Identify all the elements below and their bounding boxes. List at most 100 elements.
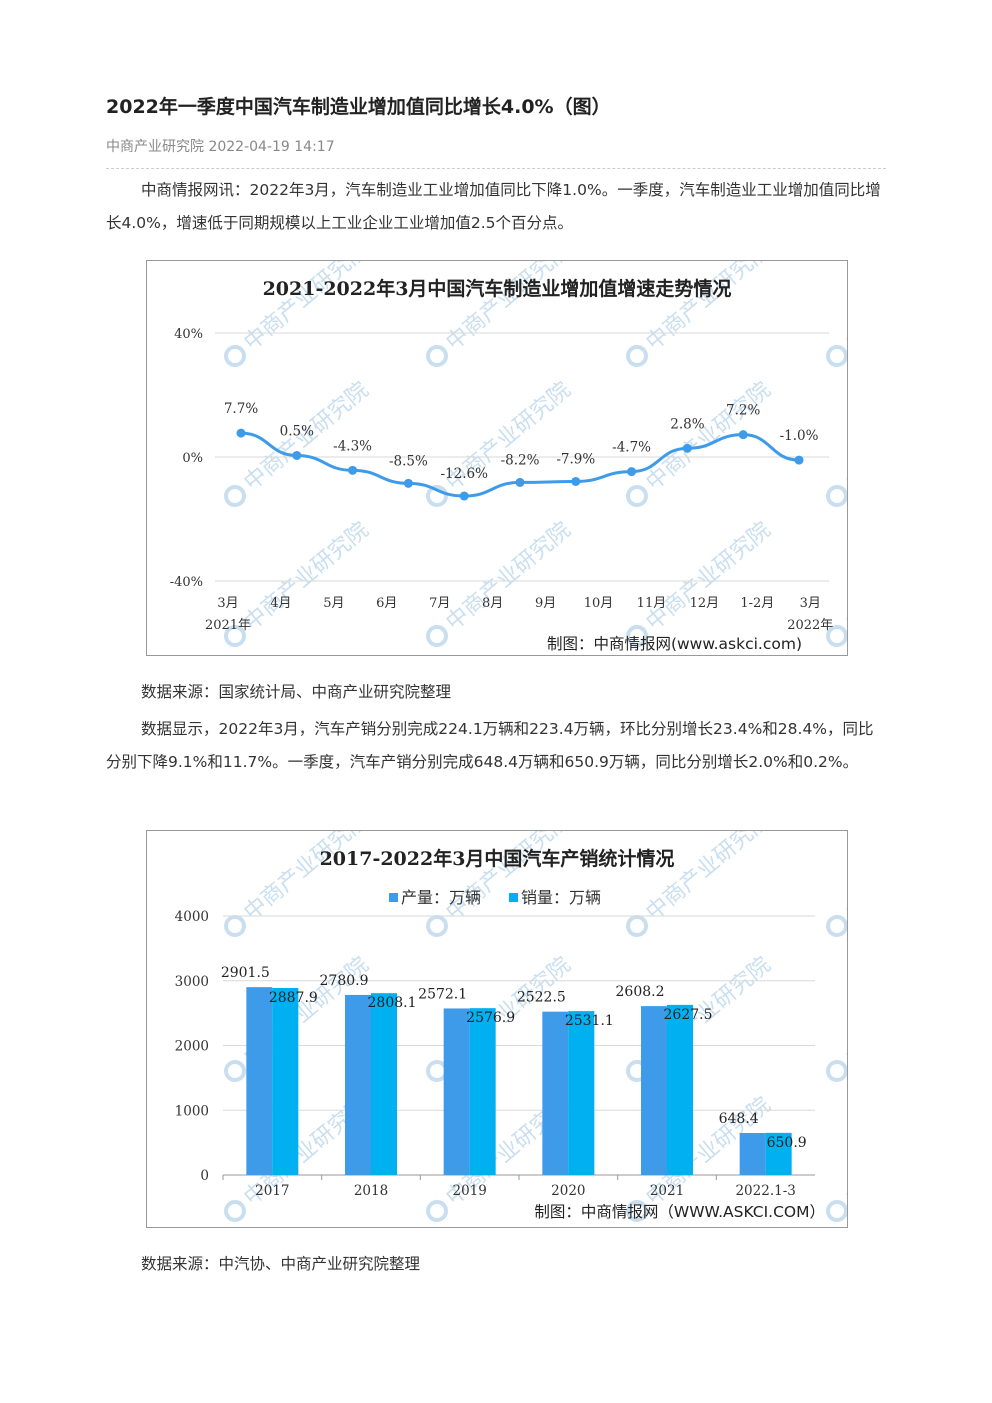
legend-swatch xyxy=(509,893,518,902)
bar-value-label: 2887.9 xyxy=(269,990,318,1006)
x-tick-label: 8月 xyxy=(482,596,503,611)
watermark-logo-icon xyxy=(224,915,246,937)
y-tick-label: 0 xyxy=(200,1168,209,1184)
watermark-logo-icon xyxy=(224,1200,246,1222)
data-point xyxy=(794,455,804,465)
y-tick-label: 40% xyxy=(174,327,203,342)
watermark-logo-icon xyxy=(626,625,648,647)
article-meta: 中商产业研究院 2022-04-19 14:17 xyxy=(106,139,335,155)
watermark-text: 中商产业研究院 xyxy=(442,261,576,356)
x-tick-label: 1-2月 xyxy=(740,596,774,611)
watermark-text: 中商产业研究院 xyxy=(842,261,847,356)
watermark-logo-icon xyxy=(626,485,648,507)
x-tick-label: 11月 xyxy=(637,596,667,611)
x-tick-label: 10月 xyxy=(584,596,614,611)
x-tick-label: 3月 xyxy=(800,596,821,611)
paragraph-intro: 中商情报网讯：2022年3月，汽车制造业工业增加值同比下降1.0%。一季度，汽车… xyxy=(106,181,881,232)
watermark: 中商产业研究院 xyxy=(826,378,847,507)
y-tick-label: 0% xyxy=(182,451,203,466)
watermark-logo-icon xyxy=(224,345,246,367)
x-tick-label: 6月 xyxy=(376,596,397,611)
bar-production xyxy=(246,987,273,1175)
bar-value-label: 648.4 xyxy=(719,1111,759,1127)
bar-sales xyxy=(371,993,397,1175)
y-tick-label: 3000 xyxy=(175,974,209,990)
watermark: 中商产业研究院 xyxy=(826,831,847,937)
watermark-logo-icon xyxy=(626,915,648,937)
watermark-text: 中商产业研究院 xyxy=(240,261,374,356)
watermark-text: 中商产业研究院 xyxy=(842,518,847,636)
chart-credit: 制图：中商情报网（WWW.ASKCI.COM） xyxy=(534,1203,825,1221)
data-point xyxy=(292,450,302,460)
x-tick-label: 2019 xyxy=(452,1183,486,1199)
x-tick-label: 2021 xyxy=(650,1183,684,1199)
watermark-text: 中商产业研究院 xyxy=(442,831,576,926)
bar-sales xyxy=(667,1004,693,1175)
x-tick-label: 2017 xyxy=(255,1183,289,1199)
x-tick-label: 2022.1-3 xyxy=(735,1183,795,1199)
watermark-text: 中商产业研究院 xyxy=(842,1093,847,1211)
bar-production xyxy=(542,1011,569,1175)
chart-title: 2021-2022年3月中国汽车制造业增加值增速走势情况 xyxy=(263,277,732,300)
bar-sales xyxy=(469,1008,496,1175)
x-tick-label: 5月 xyxy=(323,596,344,611)
x-tick-label: 9月 xyxy=(535,596,556,611)
watermark: 中商产业研究院 xyxy=(426,518,576,647)
bar-value-label: 2522.5 xyxy=(517,990,566,1006)
watermark-text: 中商产业研究院 xyxy=(642,261,776,356)
y-tick-label: 4000 xyxy=(175,909,209,925)
watermark-logo-icon xyxy=(826,625,847,647)
watermark-text: 中商产业研究院 xyxy=(842,831,847,926)
data-point xyxy=(236,428,246,438)
x-tick-label: 2018 xyxy=(354,1183,388,1199)
data-label: -4.3% xyxy=(333,438,372,454)
data-label: -8.2% xyxy=(501,452,540,468)
bar-sales xyxy=(765,1132,792,1175)
line-chart: 中商产业研究院 中商产业研究院 中商产业研究院 中商产业研究院 中商产业研究院 中商产业研… xyxy=(146,260,848,656)
data-label: 7.7% xyxy=(224,401,258,417)
watermark-logo-icon xyxy=(626,1200,648,1222)
bar-value-label: 2576.9 xyxy=(466,1010,515,1026)
watermark-text: 中商产业研究院 xyxy=(442,518,576,636)
data-point xyxy=(627,467,637,477)
data-point xyxy=(682,443,692,453)
watermark-logo-icon xyxy=(826,485,847,507)
data-label: 2.8% xyxy=(670,416,704,432)
legend-label: 产量：万辆 xyxy=(401,888,481,907)
bar-production xyxy=(739,1133,766,1175)
year-label: 2021年 xyxy=(205,618,251,633)
legend-label: 销量：万辆 xyxy=(521,888,601,907)
watermark-text: 中商产业研究院 xyxy=(642,518,776,636)
data-label: -8.5% xyxy=(389,453,428,469)
bar-production xyxy=(641,1006,667,1175)
watermark: 中商产业研究院 xyxy=(826,1093,847,1222)
bar-sales xyxy=(272,988,299,1175)
article-title: 2022年一季度中国汽车制造业增加值同比增长4.0%（图） xyxy=(106,96,611,118)
data-label: -4.7% xyxy=(612,440,651,456)
watermark-logo-icon xyxy=(826,1200,847,1222)
watermark-logo-icon xyxy=(826,1060,847,1082)
watermark-logo-icon xyxy=(426,625,448,647)
y-tick-label: 2000 xyxy=(175,1039,209,1055)
bar-value-label: 2572.1 xyxy=(418,986,467,1002)
bar-production xyxy=(345,994,371,1175)
bar-chart: 中商产业研究院 中商产业研究院 中商产业研究院 中商产业研究院 中商产业研究院 中商产业研… xyxy=(146,830,848,1228)
watermark-logo-icon xyxy=(626,345,648,367)
legend-swatch xyxy=(389,893,398,902)
source-note-1: 数据来源：国家统计局、中商产业研究院整理 xyxy=(141,683,452,701)
watermark: 中商产业研究院 xyxy=(426,378,576,507)
data-label: 0.5% xyxy=(280,423,314,439)
watermark-logo-icon xyxy=(224,625,246,647)
data-label: -12.6% xyxy=(440,466,488,482)
watermark-logo-icon xyxy=(426,1200,448,1222)
x-tick-label: 7月 xyxy=(429,596,450,611)
watermark-text: 中商产业研究院 xyxy=(240,518,374,636)
watermark: 中商产业研究院 xyxy=(826,261,847,367)
x-tick-label: 4月 xyxy=(270,596,291,611)
divider xyxy=(106,168,886,169)
watermark-text: 中商产业研究院 xyxy=(240,831,374,926)
watermark-text: 中商产业研究院 xyxy=(842,378,847,496)
year-label: 2022年 xyxy=(787,618,833,633)
x-tick-label: 3月 xyxy=(217,596,238,611)
bar-value-label: 2627.5 xyxy=(664,1007,713,1023)
